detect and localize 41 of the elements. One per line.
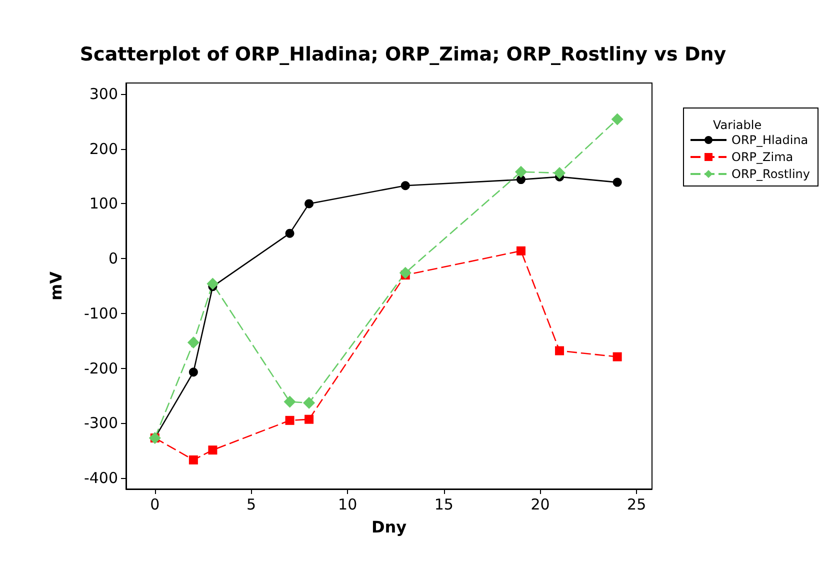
point [188,455,198,464]
legend-title: Variable [713,118,762,132]
point [514,166,527,178]
y-tick-label: 300 [89,84,118,103]
y-tick-label: -400 [84,469,118,488]
point [611,113,624,126]
y-tick-label: -100 [84,304,118,322]
y-tick-label: 200 [89,140,118,158]
point [285,228,294,238]
point [208,446,218,455]
point [284,396,296,408]
legend-label: ORP_Zima [732,150,794,164]
y-axis-title: mV [46,270,66,301]
y-tick-label: 100 [89,194,118,213]
point [399,266,412,279]
x-tick-label: 20 [530,496,550,514]
point [612,178,622,187]
point [304,199,314,208]
point [554,166,566,179]
y-tick-label: -300 [84,414,118,432]
x-tick-label: 15 [434,496,454,514]
point [188,368,198,377]
y-tick-label: -200 [84,359,118,378]
point [555,346,564,356]
x-tick-label: 25 [627,496,646,514]
y-tick-label: 0 [108,250,118,268]
x-tick-label: 10 [338,496,358,514]
point [612,352,622,362]
point [303,396,316,409]
legend-label: ORP_Rostliny [732,167,810,181]
chart-title: Scatterplot of ORP_Hladina; ORP_Zima; ORP_Rostliny vs Dny [80,44,727,66]
point [206,278,219,290]
x-tick-label: 5 [246,496,256,514]
x-tick-label: 0 [150,496,160,514]
legend-label: ORP_Hladina [732,133,808,147]
point [285,416,294,425]
point [516,246,526,256]
point [187,336,200,349]
point [400,181,410,190]
point [304,414,314,424]
x-axis-title: Dny [371,518,408,536]
